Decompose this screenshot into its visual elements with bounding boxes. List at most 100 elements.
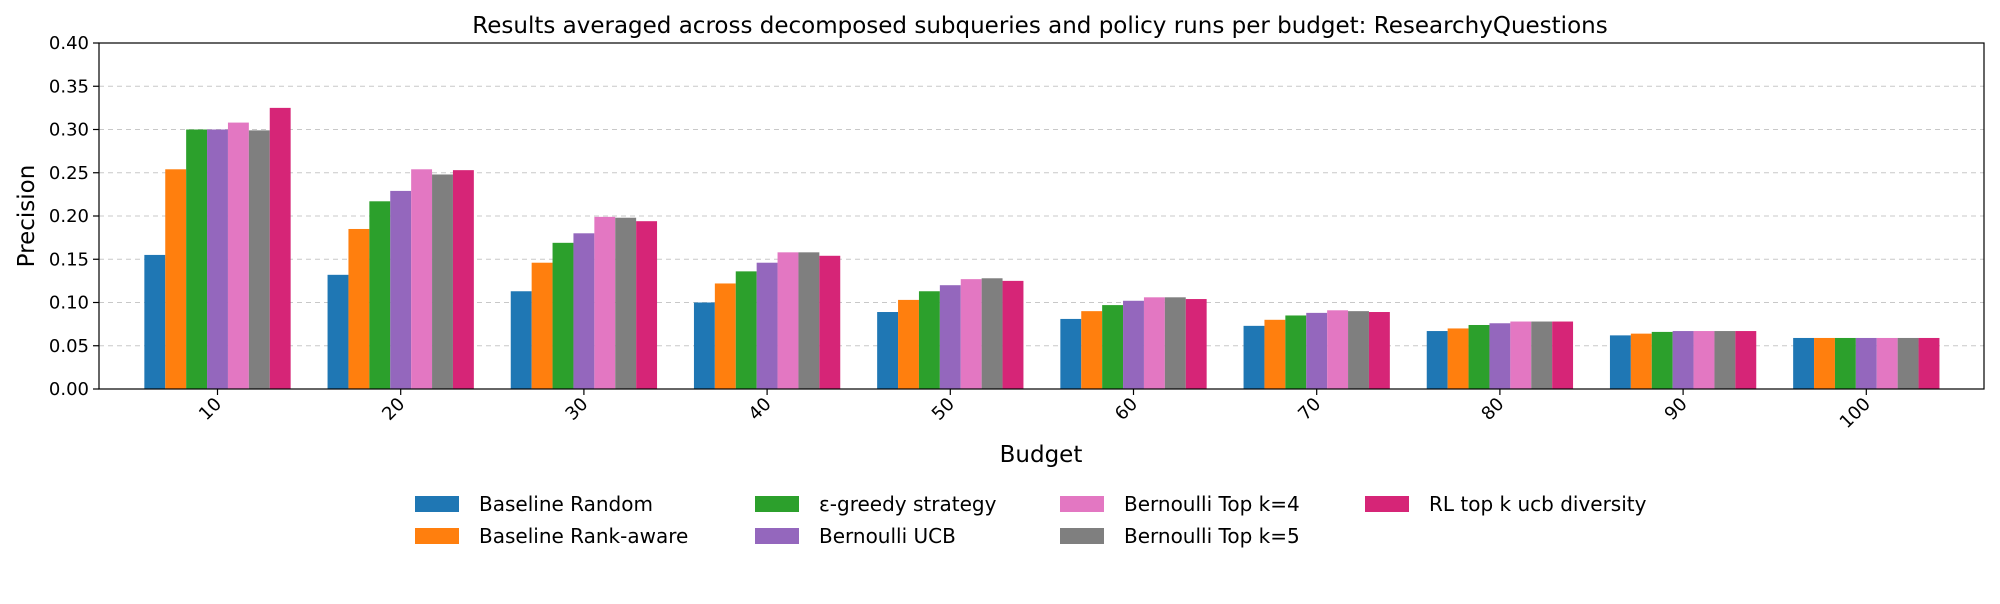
x-tick-label: 40 (745, 394, 776, 425)
bar (432, 174, 453, 389)
bar (510, 291, 532, 389)
bar (1814, 337, 1835, 389)
bar (636, 221, 658, 389)
bar (573, 233, 595, 389)
chart-title: Results averaged across decomposed subqu… (472, 13, 1607, 39)
legend-item: Bernoulli Top k=4 (1060, 492, 1365, 516)
bar (1447, 328, 1469, 389)
bar (1672, 331, 1694, 389)
legend-swatch (415, 528, 459, 544)
x-tick-label: 100 (1836, 394, 1875, 433)
legend-label: Bernoulli Top k=5 (1124, 524, 1300, 548)
bar (615, 217, 637, 389)
bar (1609, 335, 1631, 389)
bar (1264, 319, 1286, 389)
bar (1834, 337, 1856, 389)
bar (1897, 337, 1919, 389)
bar (531, 262, 553, 389)
y-tick-label: 0.35 (49, 76, 89, 97)
legend: Baseline Random ε-greedy strategy Bernoull… (415, 492, 1665, 548)
bar (735, 271, 757, 389)
legend-label: Baseline Rank-aware (479, 524, 689, 548)
legend-swatch (1060, 496, 1104, 512)
bar (1368, 312, 1390, 389)
bar (1243, 325, 1265, 389)
bar (227, 122, 249, 389)
legend-label: Baseline Random (479, 492, 653, 516)
bar (248, 130, 270, 390)
legend-swatch (415, 496, 459, 512)
bar (1855, 337, 1877, 389)
legend-item: Baseline Random (415, 492, 755, 516)
bar (798, 252, 820, 389)
bar (1918, 337, 1940, 389)
bar (693, 302, 715, 389)
bar (1693, 331, 1715, 389)
bar (981, 278, 1003, 389)
bar (369, 201, 391, 389)
y-axis-label: Precision (14, 165, 40, 268)
legend-swatch (1060, 528, 1104, 544)
bar (1510, 321, 1532, 389)
legend-item: ε-greedy strategy (755, 492, 1060, 516)
legend-swatch (1365, 496, 1409, 512)
bar (452, 170, 474, 389)
x-tick-label: 80 (1477, 394, 1508, 425)
y-tick-label: 0.25 (49, 163, 89, 184)
x-tick-label: 90 (1661, 394, 1692, 425)
legend-item: Bernoulli Top k=5 (1060, 524, 1365, 548)
x-axis-label: Budget (1000, 442, 1083, 468)
bar (1630, 333, 1652, 389)
bar (144, 254, 166, 389)
legend-item: RL top k ucb diversity (1365, 492, 1665, 516)
bar (1489, 323, 1511, 389)
bar (939, 285, 961, 389)
bar (594, 216, 616, 389)
y-axis: 0.00 0.05 0.10 0.15 0.20 0.25 0.30 0.35 0.40 (49, 33, 99, 400)
bar (390, 190, 412, 389)
legend-label: RL top k ucb diversity (1429, 492, 1647, 516)
y-tick-label: 0.05 (49, 336, 89, 357)
y-tick-label: 0.10 (49, 293, 89, 314)
bar (1306, 312, 1328, 389)
bar (1185, 299, 1207, 389)
x-tick-label: 10 (195, 394, 226, 425)
y-tick-label: 0.20 (49, 206, 89, 227)
y-tick-label: 0.15 (49, 249, 89, 270)
legend-swatch (755, 496, 799, 512)
bar (348, 228, 370, 389)
bar (918, 291, 940, 389)
x-tick-label: 50 (928, 394, 959, 425)
bar (1060, 318, 1082, 389)
bar (327, 274, 349, 389)
bar (777, 252, 799, 389)
legend-swatch (755, 528, 799, 544)
bars (144, 107, 1940, 390)
bar (1348, 311, 1369, 389)
legend-label: Bernoulli Top k=4 (1124, 492, 1300, 516)
y-tick-label: 0.30 (49, 120, 89, 141)
bar (898, 299, 919, 389)
bar (269, 107, 291, 389)
bar (1531, 321, 1553, 389)
bar (1143, 297, 1165, 389)
bar (552, 242, 574, 389)
bar (1714, 331, 1736, 389)
x-tick-label: 70 (1294, 394, 1325, 425)
legend-item: Bernoulli UCB (755, 524, 1060, 548)
bar (1651, 331, 1673, 389)
bar (819, 255, 841, 389)
x-axis: 10 20 30 40 50 60 70 80 90 100 (195, 389, 1875, 433)
bar (1102, 305, 1124, 389)
bar (411, 169, 433, 389)
bar (1002, 280, 1024, 389)
bar (207, 129, 228, 389)
bar (1327, 310, 1349, 389)
x-tick-label: 30 (561, 394, 592, 425)
bar (1552, 321, 1574, 389)
bar (877, 312, 899, 389)
bar (1123, 300, 1144, 389)
bar (756, 262, 778, 389)
